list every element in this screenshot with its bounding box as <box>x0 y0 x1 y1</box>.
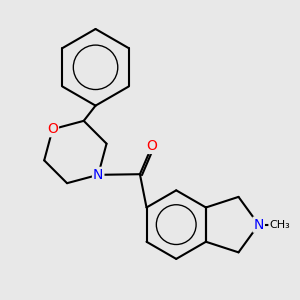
Text: N: N <box>254 218 264 232</box>
Text: N: N <box>93 168 104 182</box>
Text: O: O <box>47 122 58 136</box>
Text: CH₃: CH₃ <box>269 220 290 230</box>
Text: O: O <box>147 139 158 153</box>
